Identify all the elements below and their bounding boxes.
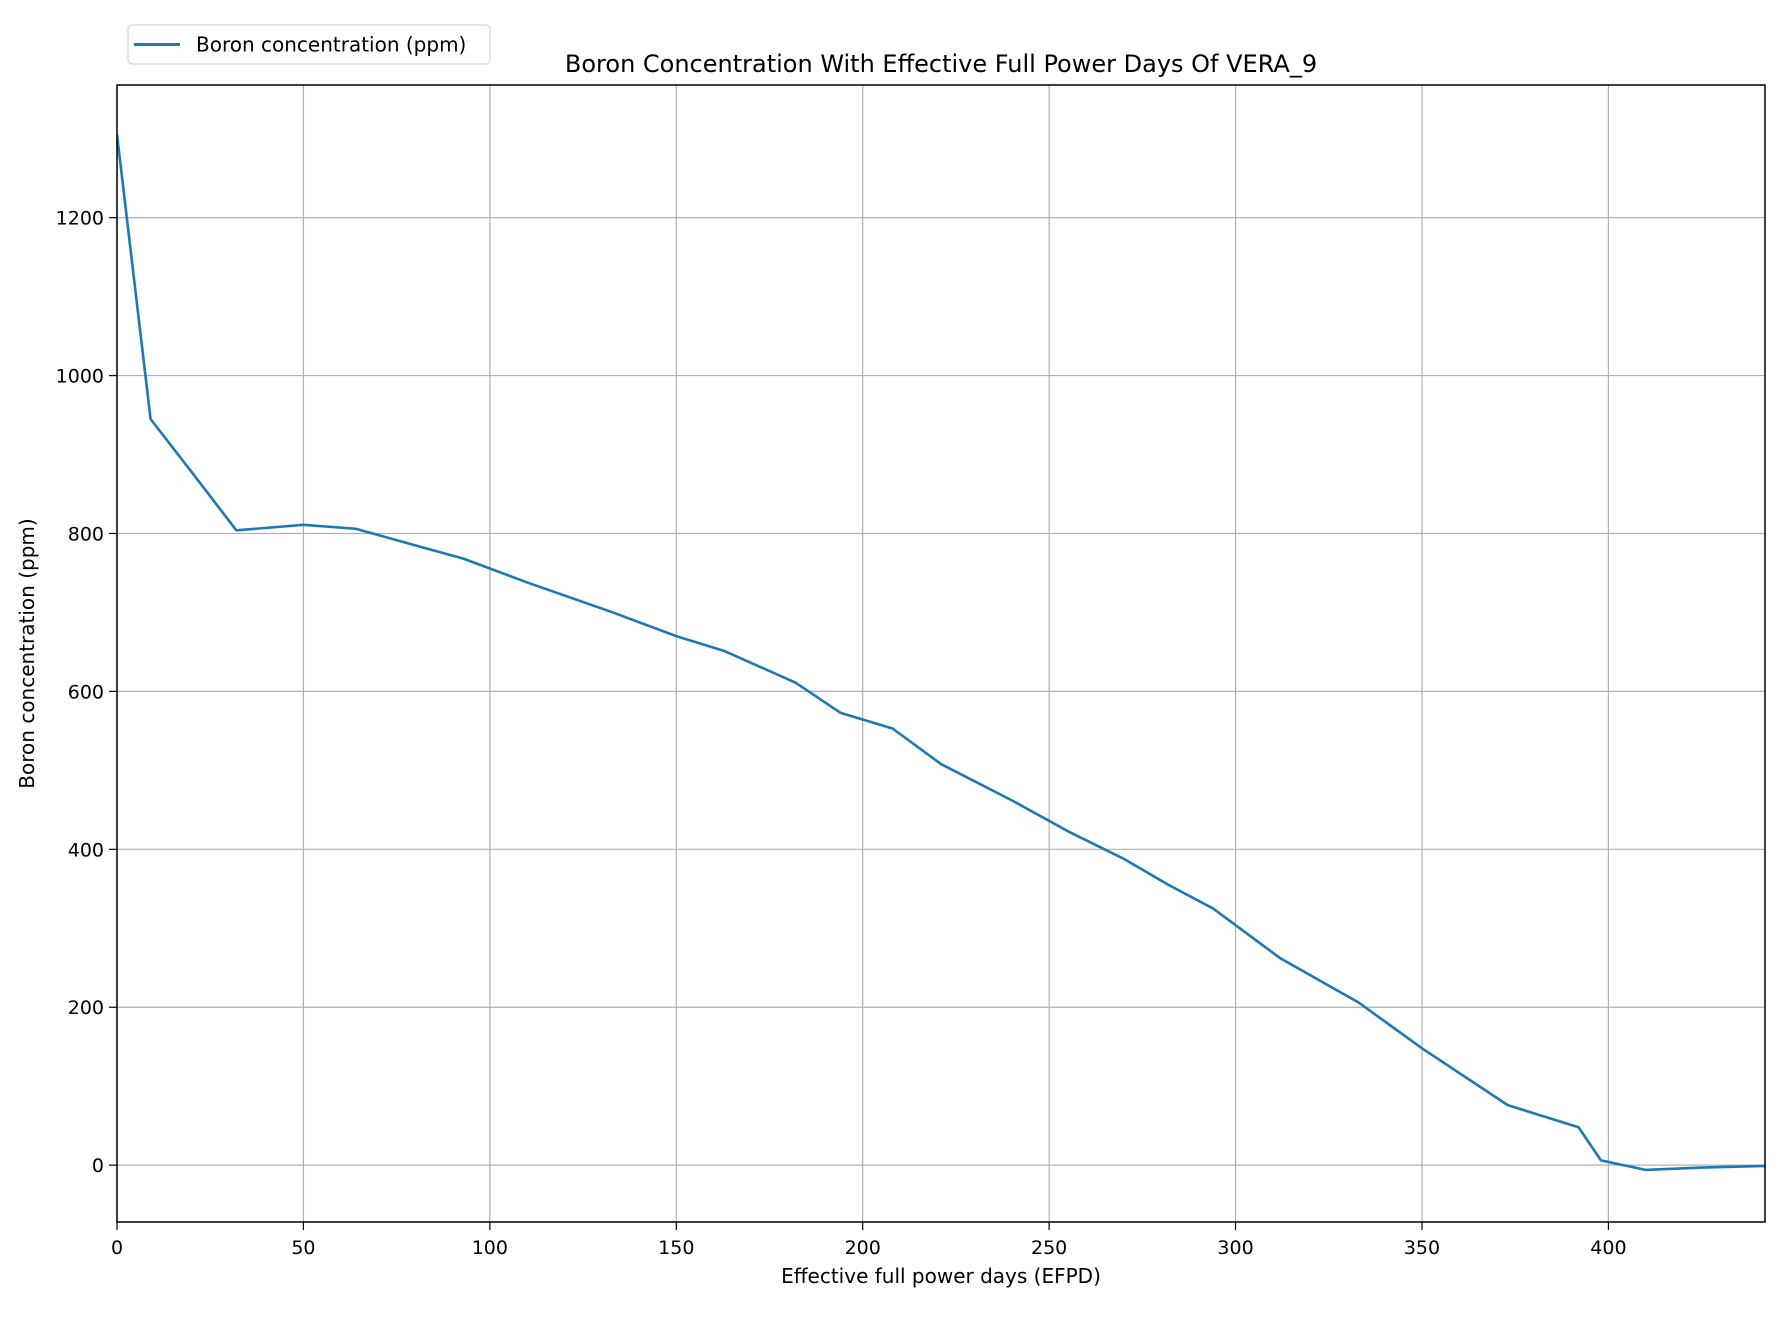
plot-frame — [116, 84, 1766, 1223]
y-tick-label: 400 — [68, 839, 104, 861]
x-tick-label: 300 — [1217, 1237, 1253, 1259]
series-line-0 — [117, 134, 1765, 1172]
grid-layer — [116, 85, 1765, 1222]
x-tick-label: 250 — [1031, 1237, 1067, 1259]
x-tick-label: 100 — [472, 1237, 508, 1259]
x-tick-label: 0 — [111, 1237, 123, 1259]
tick-layer: 0 50 100 150 200 250 300 350 400 0 200 400 600 800 100… — [56, 208, 1627, 1259]
y-tick-label: 800 — [68, 523, 104, 545]
chart-title: Boron Concentration With Effective Full … — [565, 50, 1317, 78]
y-tick-label: 1000 — [56, 366, 104, 388]
y-tick-label: 600 — [68, 681, 104, 703]
y-tick-label: 1200 — [56, 208, 104, 230]
legend-label: Boron concentration (ppm) — [196, 33, 466, 57]
series-layer — [117, 134, 1765, 1172]
x-tick-label: 150 — [658, 1237, 694, 1259]
y-tick-label: 0 — [92, 1155, 104, 1177]
legend: Boron concentration (ppm) — [127, 24, 491, 65]
y-axis-label: Boron concentration (ppm) — [15, 518, 39, 788]
x-tick-label: 50 — [291, 1237, 315, 1259]
x-axis-label: Effective full power days (EFPD) — [781, 1264, 1101, 1288]
x-tick-label: 200 — [845, 1237, 881, 1259]
y-tick-label: 200 — [68, 997, 104, 1019]
legend-box — [127, 24, 491, 65]
x-tick-label: 400 — [1590, 1237, 1626, 1259]
x-tick-label: 350 — [1404, 1237, 1440, 1259]
